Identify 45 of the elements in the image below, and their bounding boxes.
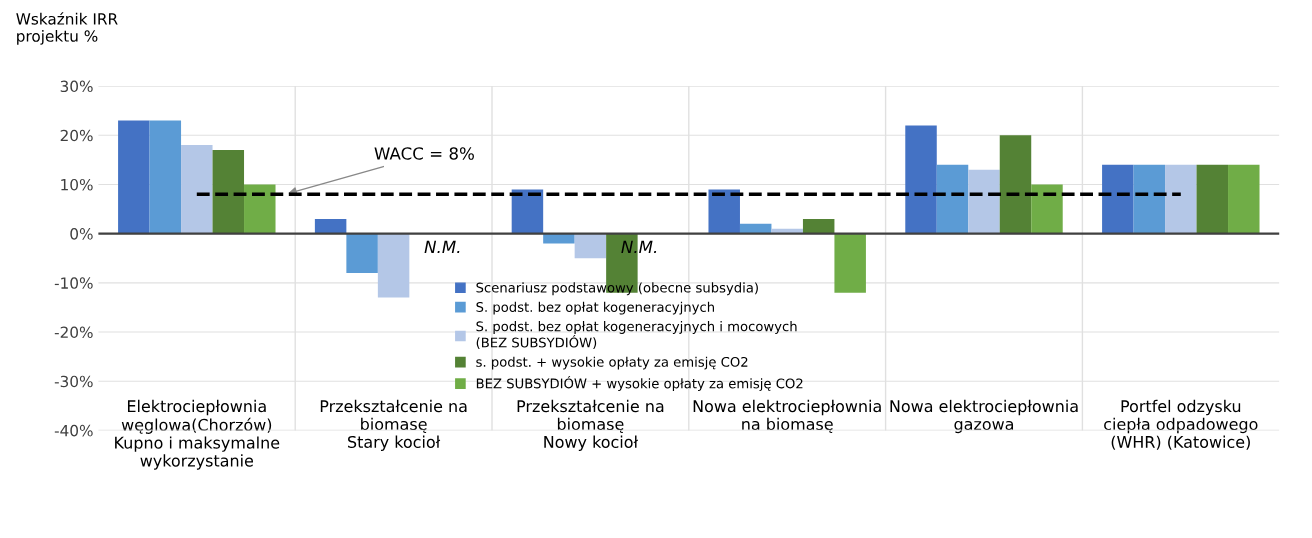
bar <box>244 184 276 234</box>
bar <box>574 233 607 259</box>
bar <box>802 218 835 234</box>
ref-line-label: WACC = 8% <box>374 147 474 160</box>
bar <box>1196 164 1229 234</box>
y-tick-label: -30% <box>54 375 93 388</box>
bar <box>739 223 772 234</box>
bar <box>1102 164 1134 234</box>
y-tick-label: -10% <box>54 277 93 289</box>
y-tick-label: 20% <box>60 129 93 142</box>
bar <box>118 120 150 234</box>
bar <box>212 150 245 234</box>
x-tick-label: Portfel odzysku ciepła odpadowego (WHR) (Katowice) <box>1104 399 1258 450</box>
bar <box>346 233 378 273</box>
x-tick-label: Nowa elektrociepłownia gazowa <box>890 399 1078 434</box>
legend-label: S. podst. bez opłat kogeneracyjnych i mocowych (BEZ SUBSYDIÓW) <box>476 321 797 350</box>
bar <box>377 233 410 298</box>
bar <box>834 233 866 293</box>
bar <box>1133 164 1166 234</box>
y-tick-label: 30% <box>60 80 93 93</box>
y-tick-label: -40% <box>54 424 93 437</box>
legend-label: BEZ SUBSYDIÓW + wysokie opłaty za emisję CO2 <box>476 376 803 391</box>
legend-label: s. podst. + wysokie opłaty za emisję CO2 <box>476 356 748 370</box>
y-axis-title: Wskaźnik IRR projektu % <box>16 12 118 45</box>
bar <box>181 145 213 234</box>
bar <box>999 135 1032 234</box>
bar <box>708 189 740 234</box>
bar <box>936 164 969 234</box>
x-tick-label: Elektrociepłownia węglowa(Chorzów) Kupno i maksymalne wykorzystanie <box>115 399 280 470</box>
legend-label: S. podst. bez opłat kogeneracyjnych <box>476 301 714 315</box>
bar <box>149 120 182 234</box>
y-tick-label: 0% <box>70 228 93 240</box>
y-tick-label: 10% <box>61 178 93 191</box>
y-tick-label: -20% <box>54 326 93 339</box>
bar <box>1165 164 1197 234</box>
bar <box>511 189 544 234</box>
bar <box>314 218 347 234</box>
annotation: N.M. <box>424 240 460 253</box>
x-tick-label: Nowa elektrociepłownia na biomasę <box>693 399 881 433</box>
bar <box>1031 184 1063 234</box>
bar <box>1228 164 1260 234</box>
bar <box>968 169 1000 234</box>
bar <box>905 125 937 234</box>
x-tick-label: Przekształcenie na biomasę Nowy kocioł <box>517 399 664 452</box>
x-tick-label: Przekształcenie na biomasę Stary kocioł <box>320 399 467 452</box>
